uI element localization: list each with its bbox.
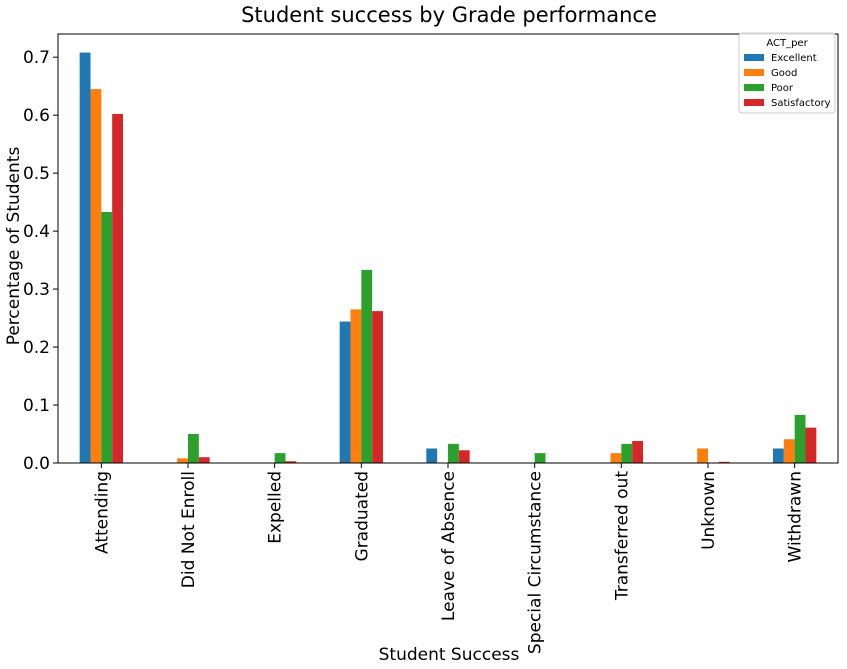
bar-satisfactory-4 [458, 450, 470, 463]
x-tick-label: Special Circumstance [526, 471, 546, 654]
y-tick-label: 0.7 [23, 48, 50, 68]
bar-satisfactory-7 [718, 461, 730, 463]
bar-excellent-0 [79, 52, 91, 464]
bar-good-6 [610, 453, 622, 463]
bar-good-7 [697, 448, 708, 463]
bar-good-1 [177, 458, 188, 463]
bar-poor-5 [534, 453, 546, 463]
bar-poor-1 [188, 434, 199, 463]
y-tick-label: 0.4 [23, 222, 50, 242]
plot-frame [57, 33, 839, 464]
x-tick-label: Transferred out [612, 471, 632, 602]
y-tick-label: 0.5 [23, 164, 50, 184]
legend-swatch-satisfactory [744, 99, 764, 106]
y-tick-label: 0.3 [23, 280, 50, 300]
legend-label-poor: Poor [771, 83, 794, 94]
bar-good-8 [783, 439, 795, 463]
axes-group [57, 33, 839, 464]
legend-swatch-poor [744, 84, 764, 91]
bar-poor-3 [361, 269, 373, 463]
bar-poor-2 [274, 453, 286, 463]
bar-poor-0 [101, 211, 113, 463]
bar-excellent-8 [773, 448, 784, 463]
chart-title: Student success by Grade performance [241, 3, 657, 27]
legend-label-good: Good [771, 68, 797, 79]
y-tick-label: 0.0 [23, 454, 50, 474]
legend-label-satisfactory: Satisfactory [771, 98, 831, 109]
legend-swatch-excellent [744, 54, 764, 61]
legend-title: ACT_per [766, 38, 808, 49]
bar-excellent-4 [426, 448, 438, 463]
bar-satisfactory-2 [285, 461, 297, 463]
x-axis-label: Student Success [379, 645, 520, 665]
x-tick-label: Leave of Absence [439, 471, 459, 621]
bar-satisfactory-0 [112, 114, 123, 463]
y-tick-label: 0.2 [23, 338, 50, 358]
bar-satisfactory-6 [632, 440, 643, 463]
bar-satisfactory-8 [805, 427, 817, 463]
y-tick-labels: 0.0 0.1 0.2 0.3 0.4 0.5 0.6 0.7 [23, 48, 58, 474]
bar-satisfactory-3 [372, 311, 383, 463]
bar-excellent-3 [339, 321, 351, 463]
legend-swatch-good [744, 69, 764, 76]
bar-poor-8 [794, 414, 806, 463]
bars-group [79, 52, 817, 464]
legend-label-excellent: Excellent [771, 53, 817, 64]
x-tick-label: Withdrawn [786, 471, 806, 562]
bar-good-0 [90, 89, 102, 463]
y-tick-label: 0.1 [23, 396, 50, 416]
bar-poor-4 [448, 443, 459, 463]
y-tick-label: 0.6 [23, 106, 50, 126]
y-axis-label: Percentage of Students [4, 147, 24, 346]
x-tick-label: Attending [92, 471, 112, 554]
x-tick-label: Expelled [266, 471, 286, 544]
x-tick-label: Unknown [699, 471, 719, 550]
bar-satisfactory-1 [198, 457, 210, 463]
x-tick-labels: Attending Did Not Enroll Expelled Graduated… [92, 463, 806, 654]
bar-poor-6 [621, 443, 633, 463]
legend: ACT_per Excellent Good Poor Satisfactory [738, 32, 836, 114]
x-tick-label: Graduated [352, 471, 372, 561]
x-tick-label: Did Not Enroll [179, 471, 199, 588]
legend-box [738, 32, 836, 114]
bar-good-3 [350, 309, 362, 463]
